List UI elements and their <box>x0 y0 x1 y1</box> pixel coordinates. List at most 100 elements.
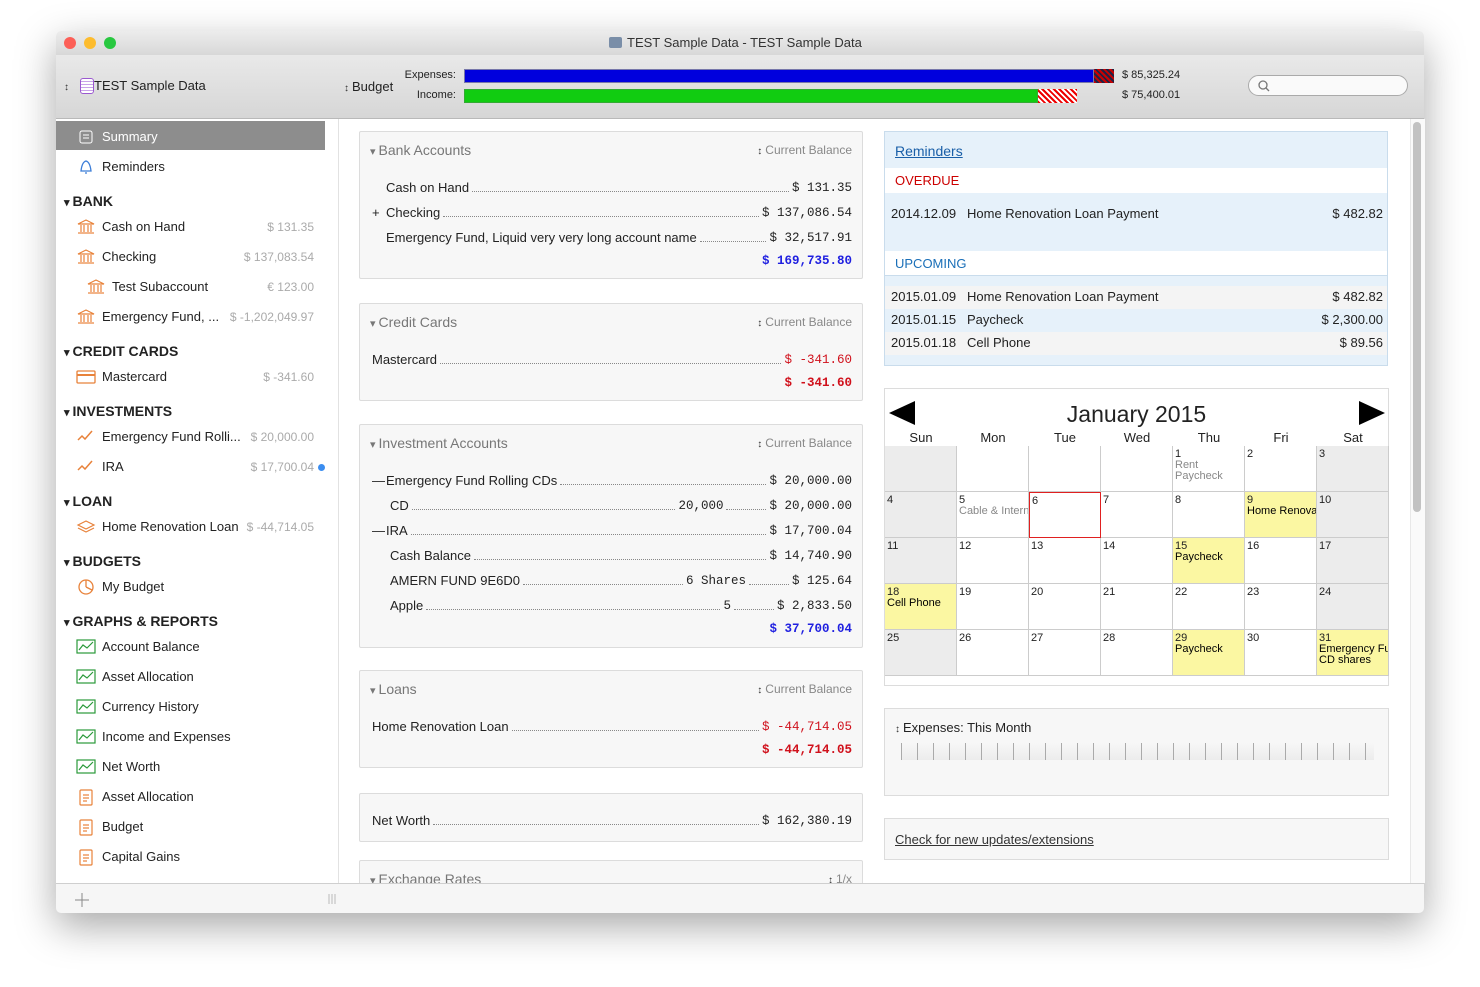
sidebar-section[interactable]: GRAPHS & REPORTS <box>64 613 218 629</box>
sidebar-section[interactable]: BANK <box>64 193 113 209</box>
month-nav[interactable] <box>887 401 915 425</box>
day-cell[interactable]: 31 Emergency Fu CD shares <box>1317 630 1389 676</box>
sort-label[interactable]: Current Balance <box>757 143 852 157</box>
sidebar-item[interactable]: Net Worth <box>102 759 161 774</box>
day-cell[interactable]: 21 <box>1101 584 1173 630</box>
month-nav[interactable] <box>1359 401 1387 425</box>
day-cell[interactable]: 8 <box>1173 492 1245 538</box>
reminder-name[interactable]: Paycheck <box>967 312 1024 327</box>
sidebar-item[interactable]: My Budget <box>102 579 165 594</box>
search-field[interactable] <box>1248 75 1408 96</box>
sidebar-section[interactable]: BUDGETS <box>64 553 141 569</box>
day-cell[interactable] <box>1029 446 1101 492</box>
account-name: AMERN FUND 9E6D0 <box>390 573 521 588</box>
sidebar-item[interactable]: Asset Allocation <box>102 669 194 684</box>
add-button[interactable] <box>74 892 90 908</box>
day-cell[interactable]: 7 <box>1101 492 1173 538</box>
sidebar-section[interactable]: INVESTMENTS <box>64 403 173 419</box>
panel-title[interactable]: Credit Cards <box>370 314 458 330</box>
sidebar-item[interactable]: Capital Gains <box>102 849 181 864</box>
day-cell[interactable]: 16 <box>1245 538 1317 584</box>
day-cell[interactable]: 23 <box>1245 584 1317 630</box>
sidebar-item[interactable]: Currency History <box>102 699 199 714</box>
day-cell[interactable]: 18 Cell Phone <box>885 584 957 630</box>
day-cell[interactable]: 14 <box>1101 538 1173 584</box>
sidebar-section[interactable]: CREDIT CARDS <box>64 343 179 359</box>
day-cell[interactable]: 28 <box>1101 630 1173 676</box>
sidebar-item[interactable]: Test Subaccount <box>112 279 209 294</box>
day-cell[interactable]: 5 Cable & Intern <box>957 492 1029 538</box>
sidebar-item[interactable]: Emergency Fund Rolli... <box>102 429 241 444</box>
panel-title[interactable]: Loans <box>370 681 417 697</box>
sort-label[interactable]: Current Balance <box>757 315 852 329</box>
icon <box>77 460 93 471</box>
day-cell[interactable]: 19 <box>957 584 1029 630</box>
day-cell[interactable]: 24 <box>1317 584 1389 630</box>
panel-title[interactable]: Exchange Rates <box>370 871 482 883</box>
close-button[interactable] <box>64 37 76 49</box>
day-cell[interactable]: 1 Rent Paycheck <box>1173 446 1245 492</box>
zoom-button[interactable] <box>104 37 116 49</box>
sidebar-item[interactable]: Checking <box>102 249 157 264</box>
sort-label[interactable]: 1/x <box>828 872 852 883</box>
day-cell[interactable]: 11 <box>885 538 957 584</box>
sidebar-item[interactable]: Budget <box>102 819 144 834</box>
day-cell[interactable]: 22 <box>1173 584 1245 630</box>
day-cell[interactable]: 10 <box>1317 492 1389 538</box>
expenses-title[interactable]: Expenses: This Month <box>895 720 1031 735</box>
resize-handle[interactable] <box>328 894 336 904</box>
reminders-title[interactable]: Reminders <box>895 143 963 159</box>
day-cell[interactable]: 13 <box>1029 538 1101 584</box>
amount: $ 20,000.00 <box>769 473 852 488</box>
day-cell[interactable]: 4 <box>885 492 957 538</box>
sort-label[interactable]: Current Balance <box>757 682 852 696</box>
sidebar-item[interactable]: Account Balance <box>102 639 200 654</box>
file-selector[interactable]: TEST Sample Data <box>64 78 206 93</box>
expand-toggle[interactable]: — <box>372 523 385 538</box>
sidebar-item[interactable]: Income and Expenses <box>102 729 231 744</box>
amount: $ -341.60 <box>784 352 852 367</box>
day-cell[interactable]: 20 <box>1029 584 1101 630</box>
sidebar-item[interactable]: Home Renovation Loan <box>102 519 239 534</box>
sidebar-item[interactable]: Asset Allocation <box>102 789 194 804</box>
day-cell[interactable]: 12 <box>957 538 1029 584</box>
amount: $ 20,000.00 <box>769 498 852 513</box>
budget-selector[interactable]: Budget <box>344 79 393 94</box>
minimize-button[interactable] <box>84 37 96 49</box>
sidebar-item[interactable]: IRA <box>102 459 124 474</box>
sidebar-amount: $ 131.35 <box>267 220 314 234</box>
sidebar-item[interactable]: Emergency Fund, ... <box>102 309 220 324</box>
day-cell[interactable]: 2 <box>1245 446 1317 492</box>
panel-title[interactable]: Bank Accounts <box>370 142 472 158</box>
day-cell[interactable] <box>957 446 1029 492</box>
sidebar-item[interactable]: Reminders <box>102 159 165 174</box>
reminder-name[interactable]: Home Renovation Loan Payment <box>967 289 1159 304</box>
reminder-date: 2015.01.09 <box>891 289 957 304</box>
sidebar-item[interactable]: Cash on Hand <box>102 219 186 234</box>
sidebar-item[interactable]: Mastercard <box>102 369 168 384</box>
day-cell[interactable]: 6 <box>1029 492 1101 538</box>
day-cell[interactable]: 26 <box>957 630 1029 676</box>
scroll-thumb[interactable] <box>1413 122 1421 512</box>
day-cell[interactable]: 25 <box>885 630 957 676</box>
reminder-name[interactable]: Cell Phone <box>967 335 1031 350</box>
panel-title[interactable]: Investment Accounts <box>370 435 508 451</box>
expand-toggle[interactable]: — <box>372 473 385 488</box>
day-cell[interactable]: 9 Home Renova <box>1245 492 1317 538</box>
day-cell[interactable]: 3 <box>1317 446 1389 492</box>
updates-link[interactable]: Check for new updates/extensions <box>895 832 1094 847</box>
icon <box>76 520 96 533</box>
day-cell[interactable]: 29 Paycheck <box>1173 630 1245 676</box>
day-cell[interactable]: 27 <box>1029 630 1101 676</box>
day-number: 28 <box>1103 632 1116 644</box>
sort-label[interactable]: Current Balance <box>757 436 852 450</box>
day-cell[interactable]: 30 <box>1245 630 1317 676</box>
day-cell[interactable] <box>1101 446 1173 492</box>
sidebar-item[interactable]: Summary <box>102 129 158 144</box>
day-cell[interactable]: 15 Paycheck <box>1173 538 1245 584</box>
day-cell[interactable]: 17 <box>1317 538 1389 584</box>
day-cell[interactable] <box>885 446 957 492</box>
expand-toggle[interactable]: + <box>372 205 380 220</box>
reminder-name[interactable]: Home Renovation Loan Payment <box>967 206 1159 221</box>
sidebar-section[interactable]: LOAN <box>64 493 113 509</box>
